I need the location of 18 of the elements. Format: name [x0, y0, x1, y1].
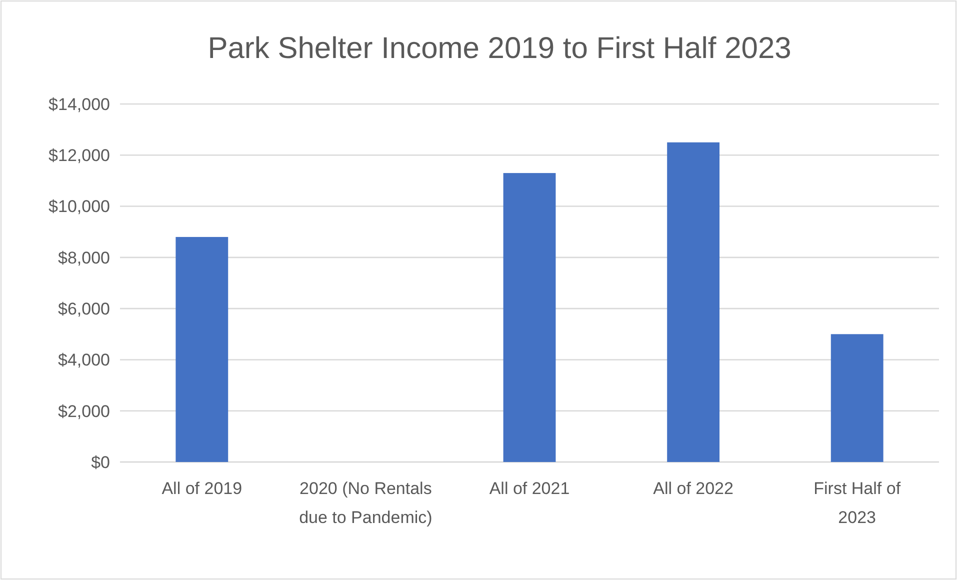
y-tick-label: $0: [91, 452, 110, 472]
y-tick-label: $14,000: [48, 94, 110, 114]
bar: [830, 334, 884, 462]
y-tick-label: $6,000: [58, 300, 110, 319]
y-tick-label: $4,000: [58, 350, 110, 370]
chart-title: Park Shelter Income 2019 to First Half 2023: [208, 32, 792, 65]
x-tick-label: 2020 (No Rentals due to Pandemic): [299, 479, 432, 527]
x-tick-label: All of 2021: [489, 479, 570, 498]
y-tick-label: $8,000: [58, 248, 110, 268]
x-tick-label: All of 2022: [653, 479, 734, 498]
y-tick-label: $12,000: [48, 146, 110, 166]
bar: [667, 142, 720, 462]
x-tick-label: All of 2019: [162, 479, 242, 498]
bar: [176, 236, 228, 462]
y-tick-label: $10,000: [48, 197, 110, 216]
y-tick-label: $2,000: [58, 402, 110, 421]
bar: [503, 173, 556, 462]
x-tick-label: First Half of 2023: [814, 479, 901, 527]
